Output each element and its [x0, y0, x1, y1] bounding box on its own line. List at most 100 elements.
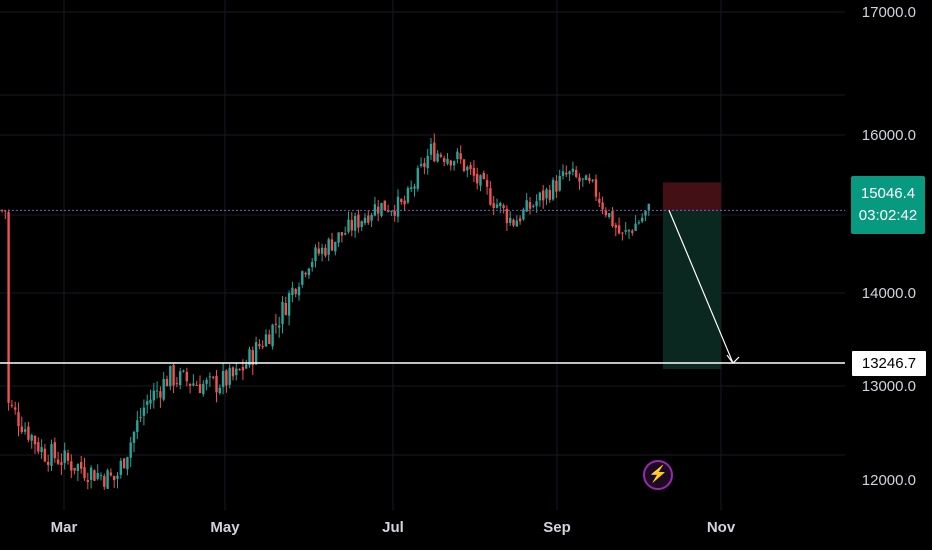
candle-body [149, 399, 152, 404]
candle-body [479, 175, 482, 186]
stop-loss-zone [662, 182, 721, 211]
candlestick-series [0, 133, 650, 490]
candle-body [403, 200, 406, 205]
candle-body [380, 202, 383, 216]
candle-body [360, 221, 363, 227]
candle-body [221, 370, 225, 388]
candle-body [47, 461, 50, 465]
candle-body [456, 151, 459, 160]
current-price-badge: 15046.4 03:02:42 [851, 176, 925, 234]
candle-body [459, 153, 462, 160]
candle-body [165, 378, 169, 387]
candle-body [271, 324, 274, 347]
x-tick-label: Sep [543, 519, 571, 536]
candle-body [423, 162, 426, 168]
candle-body [377, 206, 380, 214]
chart-grid [0, 0, 845, 510]
candle-body [535, 201, 538, 207]
lightning-bolt-icon[interactable]: ⚡ [643, 460, 673, 490]
target-price-badge: 13246.7 [851, 350, 927, 377]
candle-body [608, 213, 611, 217]
candle-body [155, 390, 159, 392]
candle-body [502, 205, 505, 208]
candle-body [396, 196, 400, 217]
candle-body [320, 247, 324, 254]
candle-body [525, 200, 528, 212]
candle-body [159, 391, 162, 398]
candle-body [192, 383, 195, 386]
position-zones [662, 182, 721, 370]
candle-body [347, 219, 350, 232]
candle-body [30, 435, 33, 441]
candle-body [614, 224, 617, 228]
candle-body [307, 268, 311, 276]
candle-body [109, 472, 113, 476]
candle-body [73, 467, 76, 471]
current-price-value: 15046.4 [860, 185, 916, 202]
candle-body [644, 210, 647, 216]
candle-body [53, 442, 56, 459]
candle-body [538, 192, 542, 201]
candle-body [37, 442, 40, 452]
candle-body [390, 211, 393, 213]
candle-body [23, 429, 27, 432]
candle-body [146, 401, 149, 405]
candle-body [304, 272, 307, 275]
candle-body [505, 208, 509, 224]
candle-body [462, 159, 466, 172]
candle-body [122, 458, 126, 469]
candle-body [142, 407, 146, 416]
candle-body [469, 165, 472, 170]
y-tick-label: 17000.0 [862, 4, 916, 21]
candle-body [14, 407, 17, 410]
x-tick-label: Nov [707, 519, 736, 536]
candle-body [472, 167, 476, 176]
candle-body [522, 209, 525, 220]
candle-body [363, 217, 367, 224]
candle-body [350, 220, 353, 231]
candle-body [426, 155, 429, 169]
candle-body [40, 447, 43, 453]
candle-body [281, 301, 284, 325]
candle-body [545, 189, 548, 199]
candle-body [268, 334, 271, 345]
candle-body [93, 470, 96, 481]
candle-body [429, 143, 433, 155]
candle-body [251, 350, 254, 366]
forecast-arrow-shaft [668, 210, 734, 364]
candle-body [4, 210, 7, 212]
candle-body [116, 475, 119, 479]
candle-body [641, 217, 644, 222]
candle-body [324, 247, 327, 256]
candle-body [419, 163, 423, 166]
candle-body [353, 216, 357, 231]
candle-body [621, 232, 624, 234]
target-price-value: 13246.7 [861, 355, 917, 372]
candle-body [575, 169, 578, 177]
y-tick-label: 13000.0 [862, 378, 916, 395]
candle-body [182, 370, 185, 372]
candle-body [212, 376, 215, 378]
candle-body [17, 412, 20, 427]
candle-body [416, 168, 419, 189]
candle-body [591, 179, 594, 181]
candle-body [245, 364, 248, 369]
candle-body [86, 480, 89, 483]
candle-body [594, 179, 598, 197]
candle-body [258, 344, 261, 347]
candle-body [482, 172, 485, 180]
candle-body [367, 215, 370, 223]
candle-body [571, 168, 575, 172]
candle-body [70, 461, 73, 471]
candle-body [89, 467, 93, 480]
candle-body [568, 171, 571, 175]
candle-body [129, 442, 132, 458]
candle-body [327, 239, 330, 255]
candle-body [518, 218, 522, 222]
candle-body [27, 426, 30, 440]
candle-body [215, 375, 218, 393]
candle-body [264, 334, 268, 347]
candle-body [301, 271, 304, 285]
candle-body [60, 462, 63, 465]
